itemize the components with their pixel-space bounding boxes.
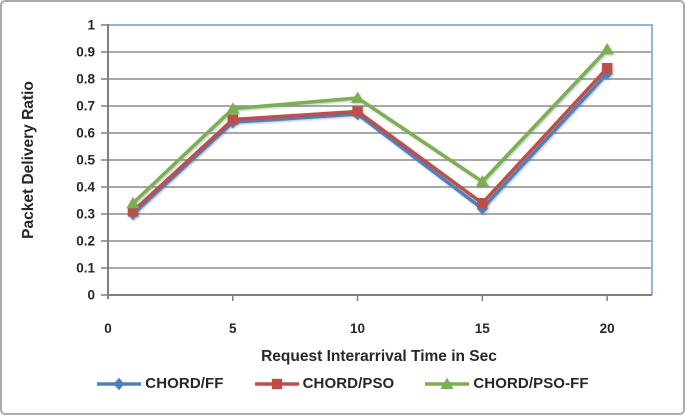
axes — [107, 24, 652, 299]
y-axis-title: Packet Delivery Ratio — [20, 81, 37, 239]
legend-item-chord-pso: CHORD/PSO — [254, 375, 395, 392]
x-tick-label: 20 — [600, 321, 615, 336]
x-tick-label: 15 — [475, 321, 491, 336]
square-marker-icon — [254, 378, 299, 389]
y-tick-label: 0.3 — [76, 207, 95, 222]
series-chord-pso — [127, 63, 613, 217]
y-tick-label: 0.8 — [76, 72, 95, 87]
y-tick-label: 1 — [87, 18, 95, 33]
legend-item-chord-ff: CHORD/FF — [96, 375, 223, 392]
y-tick-label: 0.1 — [76, 261, 95, 276]
data-series — [126, 43, 614, 221]
x-axis-title: Request Interarrival Time in Sec — [261, 348, 497, 365]
x-tick-label: 10 — [350, 321, 365, 336]
x-tick-label: 0 — [104, 321, 112, 336]
triangle-marker-icon — [425, 377, 470, 389]
legend-label: CHORD/PSO — [302, 375, 395, 392]
y-tick-label: 0.2 — [76, 234, 95, 249]
y-tick-label: 0.4 — [76, 180, 95, 195]
y-tick-label: 0.6 — [76, 126, 95, 141]
x-axis-ticks: 0 5 10 15 20 — [104, 295, 615, 336]
y-axis-ticks: 1 0.9 0.8 0.7 0.6 0.5 0.4 0.3 0.2 0.1 0 — [76, 18, 108, 303]
legend-label: CHORD/FF — [145, 375, 224, 392]
line-chart-canvas: 1 0.9 0.8 0.7 0.6 0.5 0.4 0.3 0.2 0.1 0 0 5 10 15 20 P… — [20, 18, 653, 365]
series-chord-pso-ff — [126, 43, 614, 209]
y-tick-label: 0.9 — [76, 45, 95, 60]
y-tick-label: 0.7 — [76, 99, 95, 114]
diamond-marker-icon — [97, 377, 142, 390]
legend: CHORD/FF CHORD/PSO CHORD/PSO-FF — [2, 375, 683, 392]
series-chord-ff — [127, 67, 613, 221]
y-tick-label: 0 — [87, 288, 95, 303]
plot-area-border — [108, 24, 653, 295]
legend-item-chord-pso-ff: CHORD/PSO-FF — [424, 375, 589, 392]
legend-label: CHORD/PSO-FF — [473, 375, 589, 392]
y-tick-label: 0.5 — [76, 153, 95, 168]
gridlines — [108, 51, 652, 269]
x-tick-label: 5 — [229, 321, 237, 336]
